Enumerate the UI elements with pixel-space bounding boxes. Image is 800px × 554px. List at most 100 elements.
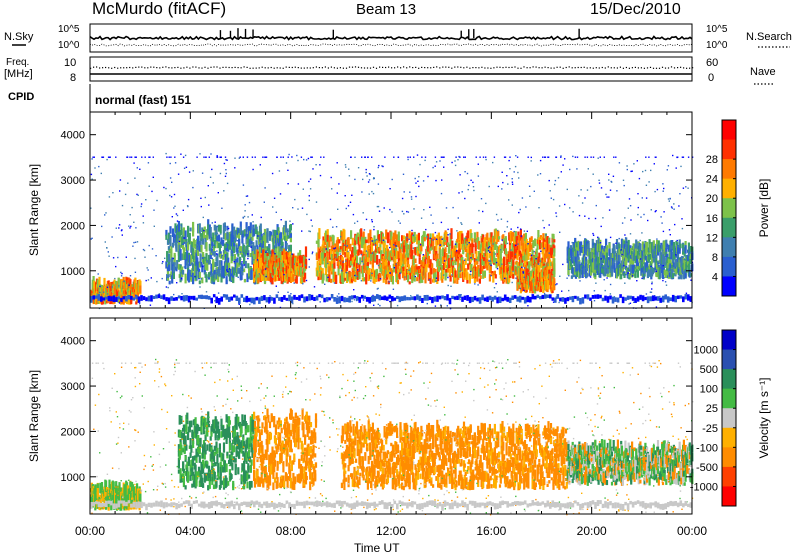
near-range-echo <box>408 297 412 301</box>
nave-point <box>631 67 633 69</box>
echo-cell <box>279 232 282 239</box>
near-range-echo <box>378 294 382 301</box>
echo-cell <box>371 256 374 268</box>
sparse-echo <box>420 217 423 219</box>
sparse-echo <box>304 264 307 266</box>
near-range-echo <box>200 294 203 300</box>
near-range-echo <box>388 294 392 299</box>
sparse-echo <box>466 243 468 246</box>
echo-cell <box>568 253 571 266</box>
nave-point <box>529 67 531 69</box>
echo-cell <box>419 250 422 255</box>
sparse-echo <box>337 208 339 210</box>
echo-cell <box>396 234 399 246</box>
near-range-echo <box>350 295 354 300</box>
sparse-echo <box>391 211 393 213</box>
nave-point <box>499 66 501 68</box>
echo-cell <box>344 277 347 281</box>
sparse-echo <box>501 188 503 190</box>
sparse-echo <box>214 300 216 302</box>
sparse-echo <box>287 291 289 293</box>
echo-cell <box>282 267 285 274</box>
far-range-echo <box>149 156 151 158</box>
echo-cell <box>335 274 338 284</box>
near-range-echo <box>513 295 517 299</box>
far-range-echo <box>320 156 322 158</box>
sparse-echo <box>302 283 304 285</box>
near-range-echo <box>671 294 675 302</box>
echo-cell <box>571 267 574 275</box>
near-range-echo <box>438 295 442 300</box>
echo-cell <box>317 276 320 281</box>
sparse-echo <box>246 195 249 197</box>
echo-cell <box>383 242 386 253</box>
sparse-echo <box>520 235 522 237</box>
sparse-echo <box>569 168 571 171</box>
near-range-echo <box>431 297 434 304</box>
sparse-echo <box>537 263 540 265</box>
echo-cell <box>226 225 229 231</box>
near-range-echo <box>401 296 404 302</box>
echo-cell <box>676 245 680 256</box>
sparse-echo <box>459 174 461 176</box>
near-range-echo <box>501 297 504 302</box>
sparse-echo <box>518 211 520 214</box>
sparse-echo <box>678 205 680 207</box>
sparse-echo <box>214 221 216 223</box>
far-range-echo <box>493 156 496 158</box>
nave-point <box>493 67 495 69</box>
sparse-echo <box>99 291 101 294</box>
near-range-echo <box>621 296 625 304</box>
echo-cell <box>634 253 637 264</box>
nave-point <box>231 67 233 69</box>
sparse-echo <box>293 282 295 284</box>
echo-cell <box>318 267 321 277</box>
sparse-echo <box>158 293 160 295</box>
echo-cell <box>661 254 665 265</box>
sparse-echo <box>91 178 93 180</box>
far-range-echo <box>251 156 254 158</box>
sparse-echo <box>447 234 449 236</box>
sparse-echo <box>91 237 93 239</box>
far-range-echo <box>254 156 256 158</box>
nave-point <box>562 67 564 69</box>
near-range-echo <box>165 297 168 302</box>
echo-cell <box>211 276 214 281</box>
echo-cell <box>284 235 287 241</box>
nave-point <box>689 67 691 69</box>
far-range-echo <box>648 156 650 158</box>
near-range-echo <box>529 296 532 303</box>
far-range-echo <box>687 156 690 158</box>
near-range-echo <box>278 297 281 301</box>
echo-cell <box>187 242 190 251</box>
sparse-echo <box>114 277 116 280</box>
echo-cell <box>512 266 515 271</box>
sparse-echo <box>472 186 475 188</box>
sparse-echo <box>253 259 255 261</box>
echo-cell <box>534 259 537 268</box>
far-range-echo <box>107 156 110 158</box>
sparse-echo <box>376 288 379 290</box>
sparse-echo <box>173 293 175 296</box>
echo-cell <box>273 264 277 275</box>
sparse-echo <box>104 241 106 243</box>
sparse-echo <box>428 279 431 281</box>
nave-point <box>180 67 182 69</box>
y-tick-label: 2000 <box>61 220 85 232</box>
echo-cell <box>478 251 481 262</box>
sparse-echo <box>629 205 632 207</box>
echo-cell <box>299 250 302 259</box>
sparse-echo <box>224 175 227 177</box>
echo-cell <box>476 258 479 265</box>
echo-cell <box>682 267 685 278</box>
sparse-echo <box>435 280 437 282</box>
sparse-echo <box>307 157 310 160</box>
echo-cell <box>433 236 436 241</box>
nave-point <box>213 66 215 68</box>
sparse-echo <box>349 201 352 203</box>
echo-cell <box>525 243 528 254</box>
sparse-echo <box>638 177 641 180</box>
near-range-echo <box>155 294 158 299</box>
echo-cell <box>467 230 470 242</box>
far-range-echo <box>547 156 550 158</box>
